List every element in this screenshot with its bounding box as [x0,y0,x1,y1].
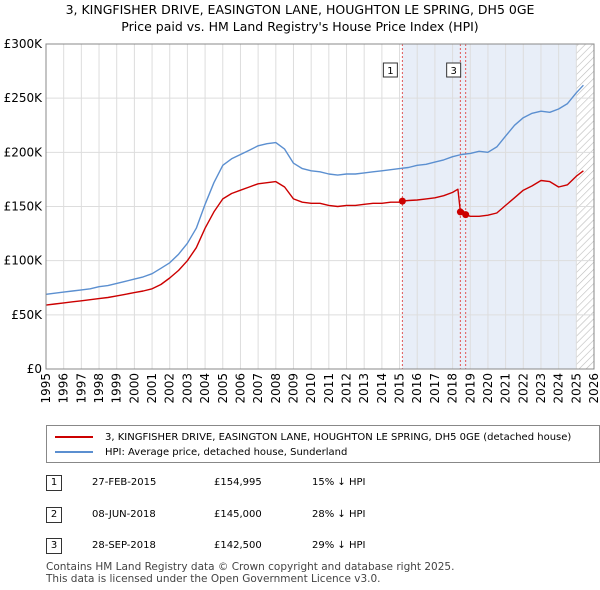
sale-point [456,208,464,216]
x-tick-label: 2009 [286,373,300,404]
transaction-price: £154,995 [214,477,262,488]
legend-swatch-property [55,436,93,438]
legend: 3, KINGFISHER DRIVE, EASINGTON LANE, HOU… [46,425,600,463]
y-tick-label: £300K [4,37,44,51]
x-tick-label: 1995 [39,373,53,404]
legend-item-hpi: HPI: Average price, detached house, Sund… [55,445,347,459]
x-tick-label: 2014 [375,373,389,404]
x-tick-label: 2004 [198,373,212,404]
x-tick-label: 1998 [92,373,106,404]
y-tick-label: £250K [4,91,44,105]
chart-title: 3, KINGFISHER DRIVE, EASINGTON LANE, HOU… [65,2,535,17]
event-marker-label: 1 [387,66,393,77]
transaction-delta: 28% ↓ HPI [312,509,366,520]
transaction-date: 27-FEB-2015 [92,477,157,488]
transaction-date: 28-SEP-2018 [92,540,156,551]
x-tick-label: 2005 [216,373,230,404]
y-tick-label: £50K [11,308,43,322]
y-tick-label: £200K [4,145,44,159]
transaction-price: £142,500 [214,540,262,551]
legend-swatch-hpi [55,451,93,453]
event-marker-box [446,62,462,78]
transaction-number: 3 [46,538,62,554]
event-marker-box [382,62,398,78]
sale-point [398,197,406,205]
footer: Contains HM Land Registry data © Crown c… [46,561,454,585]
transaction-number: 2 [46,507,62,523]
footer-license: This data is licensed under the Open Gov… [46,573,381,585]
property-series-line [45,170,584,306]
event-marker-label: 3 [450,66,456,77]
x-tick-label: 2012 [340,373,354,404]
x-tick-label: 2022 [516,373,530,404]
y-tick-label: £0 [27,362,42,376]
x-tick-label: 2011 [322,373,336,404]
x-tick-label: 2026 [587,373,600,404]
transaction-date: 08-JUN-2018 [92,509,156,520]
x-tick-label: 2008 [269,373,283,404]
x-tick-label: 2013 [357,373,371,404]
x-tick-label: 2000 [127,373,141,404]
y-tick-label: £150K [4,200,44,214]
legend-item-property: 3, KINGFISHER DRIVE, EASINGTON LANE, HOU… [55,430,571,444]
x-tick-label: 2010 [304,373,318,404]
transaction-price: £145,000 [214,509,262,520]
x-tick-label: 2020 [481,373,495,404]
footer-copyright: Contains HM Land Registry data © Crown c… [46,561,455,573]
x-tick-label: 2002 [163,373,177,404]
x-tick-label: 1999 [110,373,124,404]
x-tick-label: 2025 [569,373,583,404]
x-tick-label: 2018 [446,373,460,404]
x-tick-label: 1997 [74,373,88,404]
x-tick-label: 2017 [428,373,442,404]
plot-frame [45,43,595,370]
x-tick-label: 2015 [393,373,407,404]
x-tick-label: 2023 [534,373,548,404]
x-tick-label: 2016 [410,373,424,404]
legend-label-property: 3, KINGFISHER DRIVE, EASINGTON LANE, HOU… [105,431,572,443]
x-tick-label: 2024 [552,373,566,404]
sale-point [462,211,470,219]
transaction-number: 1 [46,475,62,491]
x-tick-label: 2019 [463,373,477,404]
x-tick-label: 2001 [145,373,159,404]
y-tick-label: £100K [4,254,44,268]
legend-label-hpi: HPI: Average price, detached house, Sund… [105,446,348,458]
x-tick-label: 2003 [180,373,194,404]
transaction-delta: 29% ↓ HPI [312,540,366,551]
x-tick-label: 2021 [499,373,513,404]
transaction-delta: 15% ↓ HPI [312,477,366,488]
hpi-series-line [45,84,584,295]
chart-subtitle: Price paid vs. HM Land Registry's House … [121,19,479,34]
x-tick-label: 2006 [233,373,247,404]
x-tick-label: 1996 [57,373,71,404]
x-tick-label: 2007 [251,373,265,404]
